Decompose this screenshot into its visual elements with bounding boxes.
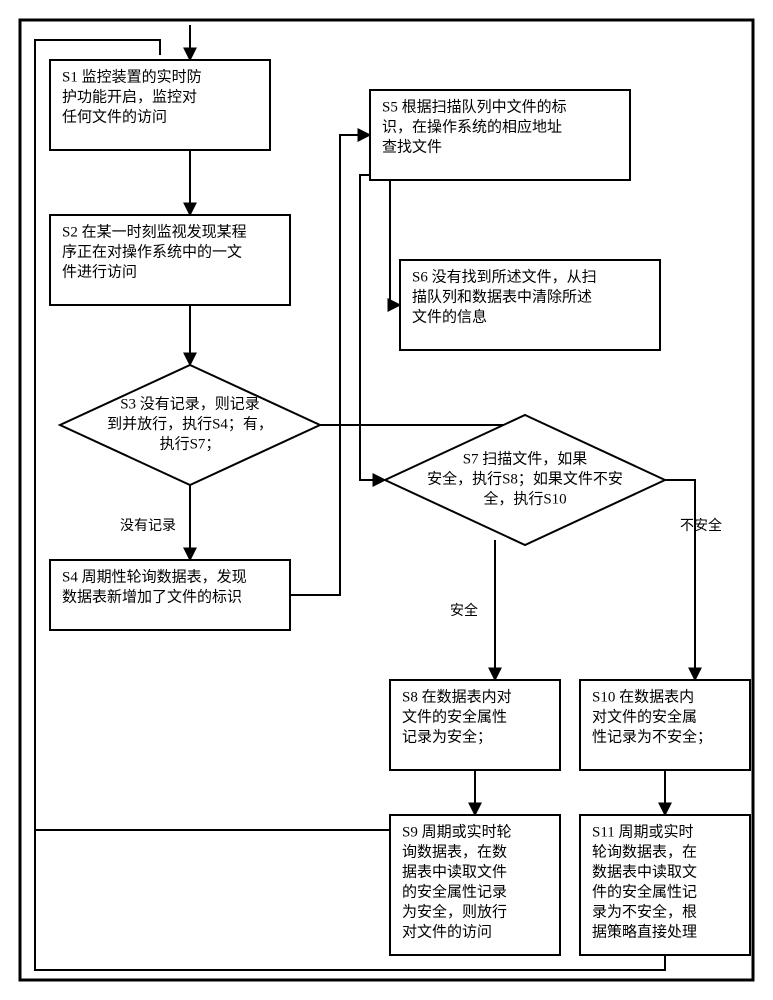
svg-text:为安全，则放行: 为安全，则放行 (402, 903, 507, 921)
node-s6: S6 没有找到所述文件，从扫描队列和数据表中清除所述文件的信息 (400, 260, 660, 350)
svg-text:数据表中读取文: 数据表中读取文 (592, 864, 697, 881)
svg-text:S1 监控装置的实时防: S1 监控装置的实时防 (62, 69, 202, 86)
svg-text:文件的安全属性: 文件的安全属性 (402, 708, 507, 726)
node-s4: S4 周期性轮询数据表，发现数据表新增加了文件的标识 (50, 560, 290, 630)
svg-text:S8 在数据表内对: S8 在数据表内对 (402, 689, 512, 706)
svg-text:S11 周期或实时: S11 周期或实时 (592, 824, 694, 841)
node-s1: S1 监控装置的实时防护功能开启，监控对任何文件的访问 (50, 60, 270, 150)
node-s10: S10 在数据表内对文件的安全属性记录为不安全； (580, 680, 750, 770)
node-s5: S5 根据扫描队列中文件的标识，在操作系统的相应地址查找文件 (370, 90, 630, 180)
svg-text:S3 没有记录，则记录: S3 没有记录，则记录 (120, 395, 260, 412)
svg-text:性记录为不安全；: 性记录为不安全； (592, 728, 712, 746)
svg-text:件进行访问: 件进行访问 (62, 264, 137, 281)
svg-text:序正在对操作系统中的一文: 序正在对操作系统中的一文 (62, 244, 242, 261)
svg-text:轮询数据表，在: 轮询数据表，在 (592, 844, 697, 861)
svg-text:识，在操作系统的相应地址: 识，在操作系统的相应地址 (382, 118, 562, 136)
svg-text:录为不安全，根: 录为不安全，根 (592, 903, 697, 921)
flowchart-canvas: S1 监控装置的实时防护功能开启，监控对任何文件的访问 S2 在某一时刻监视发现某… (0, 0, 773, 1000)
node-s9: S9 周期或实时轮询数据表，在数据表中读取文件的安全属性记录为安全，则放行对文件… (390, 815, 560, 955)
svg-text:据策略直接处理: 据策略直接处理 (592, 924, 697, 941)
svg-text:描队列和数据表中清除所述: 描队列和数据表中清除所述 (412, 289, 592, 306)
svg-text:护功能开启，监控对: 护功能开启，监控对 (62, 89, 197, 106)
label-unsafe: 不安全 (680, 517, 722, 534)
arrow-s4-s5 (290, 135, 370, 595)
node-s2: S2 在某一时刻监视发现某程序正在对操作系统中的一文件进行访问 (50, 215, 290, 305)
arrow-s3-s7 (320, 415, 525, 425)
node-s3: S3 没有记录，则记录到并放行，执行S4；有， 执行S7； (60, 365, 320, 485)
node-s7: S7 扫描文件，如果安全，执行S8；如果文件不安全，执行S10 (385, 415, 665, 545)
svg-text:数据表新增加了文件的标识: 数据表新增加了文件的标识 (62, 589, 242, 606)
svg-text:对文件的安全属: 对文件的安全属 (592, 708, 697, 726)
svg-text:S2 在某一时刻监视发现某程: S2 在某一时刻监视发现某程 (62, 224, 247, 241)
arrow-s5-s7 (360, 175, 385, 480)
node-s11: S11 周期或实时轮询数据表，在数据表中读取文件的安全属性记录为不安全，根据策略… (580, 815, 750, 955)
svg-text:的安全属性记录: 的安全属性记录 (402, 883, 507, 901)
svg-text:对文件的访问: 对文件的访问 (402, 924, 492, 941)
arrow-s5-s6 (390, 180, 400, 305)
svg-text:据表中读取文件: 据表中读取文件 (402, 864, 507, 881)
svg-text:S7 扫描文件，如果: S7 扫描文件，如果 (463, 450, 588, 467)
svg-text:执行S7；: 执行S7； (160, 435, 221, 452)
arrow-s11-loop (35, 830, 665, 970)
svg-text:S5 根据扫描队列中文件的标: S5 根据扫描队列中文件的标 (382, 99, 567, 116)
svg-text:S4 周期性轮询数据表，发现: S4 周期性轮询数据表，发现 (62, 569, 247, 586)
arrow-s7-s10 (665, 480, 695, 680)
svg-text:记录为安全；: 记录为安全； (402, 728, 492, 746)
node-s8: S8 在数据表内对文件的安全属性记录为安全； (390, 680, 560, 770)
svg-text:S9 周期或实时轮: S9 周期或实时轮 (402, 824, 512, 841)
svg-text:询数据表，在数: 询数据表，在数 (402, 844, 507, 861)
svg-text:查找文件: 查找文件 (382, 139, 442, 156)
svg-text:件的安全属性记: 件的安全属性记 (592, 883, 697, 901)
svg-text:安全，执行S8；如果文件不安: 安全，执行S8；如果文件不安 (427, 469, 623, 487)
svg-text:文件的信息: 文件的信息 (412, 309, 487, 326)
svg-text:S6 没有找到所述文件，从扫: S6 没有找到所述文件，从扫 (412, 269, 597, 286)
svg-text:到并放行，执行S4；有，: 到并放行，执行S4；有， (107, 415, 273, 432)
svg-text:全，执行S10: 全，执行S10 (483, 489, 566, 507)
label-safe: 安全 (450, 602, 478, 619)
svg-text:S10 在数据表内: S10 在数据表内 (592, 689, 694, 706)
svg-text:任何文件的访问: 任何文件的访问 (62, 109, 167, 126)
label-no_record: 没有记录 (120, 518, 176, 534)
